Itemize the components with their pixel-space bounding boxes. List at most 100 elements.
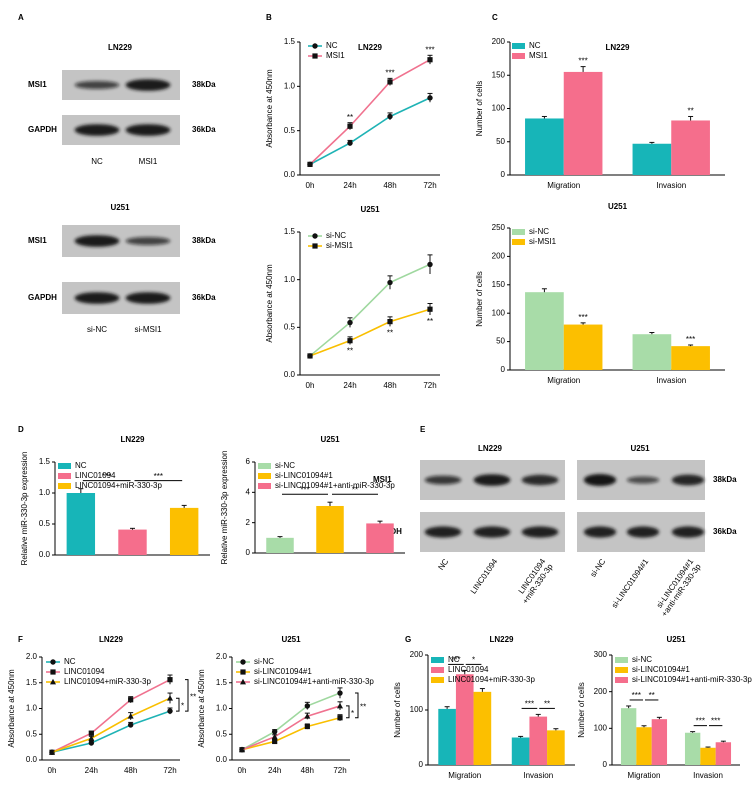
marker (427, 57, 433, 63)
y-tick-label: 0 (246, 548, 251, 557)
y-tick-label: 0 (603, 760, 608, 769)
line (309, 97, 431, 166)
marker (347, 338, 353, 344)
bar (438, 708, 456, 765)
blot-band (671, 526, 705, 538)
significance-label: ** (687, 107, 693, 116)
y-tick-label: 0.5 (39, 519, 51, 528)
legend-swatch (258, 473, 271, 479)
x-tick-label: 0h (238, 766, 247, 775)
legend-marker (312, 243, 318, 249)
panel-letter: F (18, 635, 23, 644)
x-tick-label: Migration (547, 181, 580, 190)
y-tick-label: 200 (492, 252, 506, 261)
blot-size-label: 38kDa (713, 475, 737, 484)
legend-label: si-NC (275, 461, 295, 470)
legend-label: si-NC (254, 657, 274, 666)
bar (511, 737, 530, 765)
legend-swatch (615, 677, 628, 683)
blot-band (473, 474, 511, 486)
chart-title: U251 (666, 635, 686, 644)
significance-label: *** (154, 472, 163, 481)
significance-label: ** (427, 317, 433, 326)
blot-size-label: 38kDa (192, 80, 216, 89)
chart-title: U251 (608, 202, 628, 211)
y-tick-label: 0 (419, 760, 424, 769)
y-axis-label: Number of cells (393, 682, 402, 738)
y-tick-label: 100 (492, 104, 506, 113)
marker (337, 715, 343, 721)
x-tick-label: 72h (163, 766, 176, 775)
marker (387, 319, 393, 325)
legend-marker (312, 43, 318, 49)
y-tick-label: 4 (246, 487, 251, 496)
legend-swatch (431, 677, 444, 683)
legend-label: LINC01094 (75, 471, 116, 480)
blot-size-label: 36kDa (713, 527, 737, 536)
significance-label: *** (686, 335, 695, 344)
significance-label: ** (347, 347, 353, 356)
y-tick-label: 1.5 (284, 227, 296, 236)
y-tick-label: 0.0 (284, 170, 296, 179)
marker (337, 690, 343, 696)
x-tick-label: Migration (628, 771, 661, 780)
legend-label: LINC01094+miR-330-3p (448, 675, 535, 684)
bar (316, 505, 344, 553)
y-tick-label: 0.5 (216, 729, 228, 738)
significance-label: *** (425, 45, 434, 54)
bar (700, 747, 716, 765)
lane-label: LINC01094 (469, 557, 500, 596)
y-tick-label: 200 (410, 650, 424, 659)
x-tick-label: Migration (547, 376, 580, 385)
bar (715, 742, 732, 765)
blot-band (74, 235, 120, 247)
chart-title: LN229 (489, 635, 514, 644)
significance-label: ** (352, 485, 358, 494)
legend-marker (240, 659, 246, 665)
bar (671, 346, 710, 370)
blot-band (626, 526, 660, 538)
bar (473, 691, 492, 765)
x-tick-label: 72h (423, 381, 436, 390)
x-tick-label: 0h (48, 766, 57, 775)
blot-band (424, 526, 462, 538)
y-tick-label: 2 (246, 518, 251, 527)
significance-label: *** (385, 68, 394, 77)
blot-band (671, 474, 705, 486)
panel-letter: A (18, 13, 24, 22)
legend-label: si-LINC01094#1+anti-miR-330-3p (275, 481, 395, 490)
legend-marker (240, 678, 246, 685)
marker (304, 723, 310, 730)
line (241, 705, 341, 751)
significance-label: ** (347, 113, 353, 122)
blot-row-label: MSI1 (373, 475, 392, 484)
y-tick-label: 0 (501, 170, 506, 179)
x-tick-label: 48h (383, 181, 396, 190)
chart-title: LN229 (358, 43, 383, 52)
bar (525, 118, 564, 175)
y-axis-label: Number of cells (475, 81, 484, 137)
x-tick-label: 24h (343, 381, 356, 390)
legend-label: si-LINC01094#1+anti-miR-330-3p (632, 675, 752, 684)
blot-band (424, 475, 462, 485)
bar (632, 143, 672, 175)
y-tick-label: 1.0 (216, 704, 228, 713)
bar (66, 493, 96, 555)
bar (118, 529, 147, 555)
legend-swatch (258, 483, 271, 489)
significance-label: ** (649, 691, 655, 700)
y-tick-label: 150 (492, 280, 506, 289)
y-axis-label: Number of cells (577, 682, 586, 738)
marker (88, 730, 94, 736)
blot-band (74, 124, 120, 136)
y-tick-label: 1.5 (216, 678, 228, 687)
y-tick-label: 50 (496, 337, 505, 346)
x-tick-label: Invasion (693, 771, 723, 780)
legend-label: si-LINC01094#1 (254, 667, 312, 676)
lane-label: si-NC (87, 325, 107, 334)
y-tick-label: 0 (501, 365, 506, 374)
blot-title: LN229 (478, 444, 503, 453)
line (51, 710, 171, 754)
y-axis-label: Absorbance at 450nm (265, 69, 274, 148)
blot-band (583, 526, 617, 538)
